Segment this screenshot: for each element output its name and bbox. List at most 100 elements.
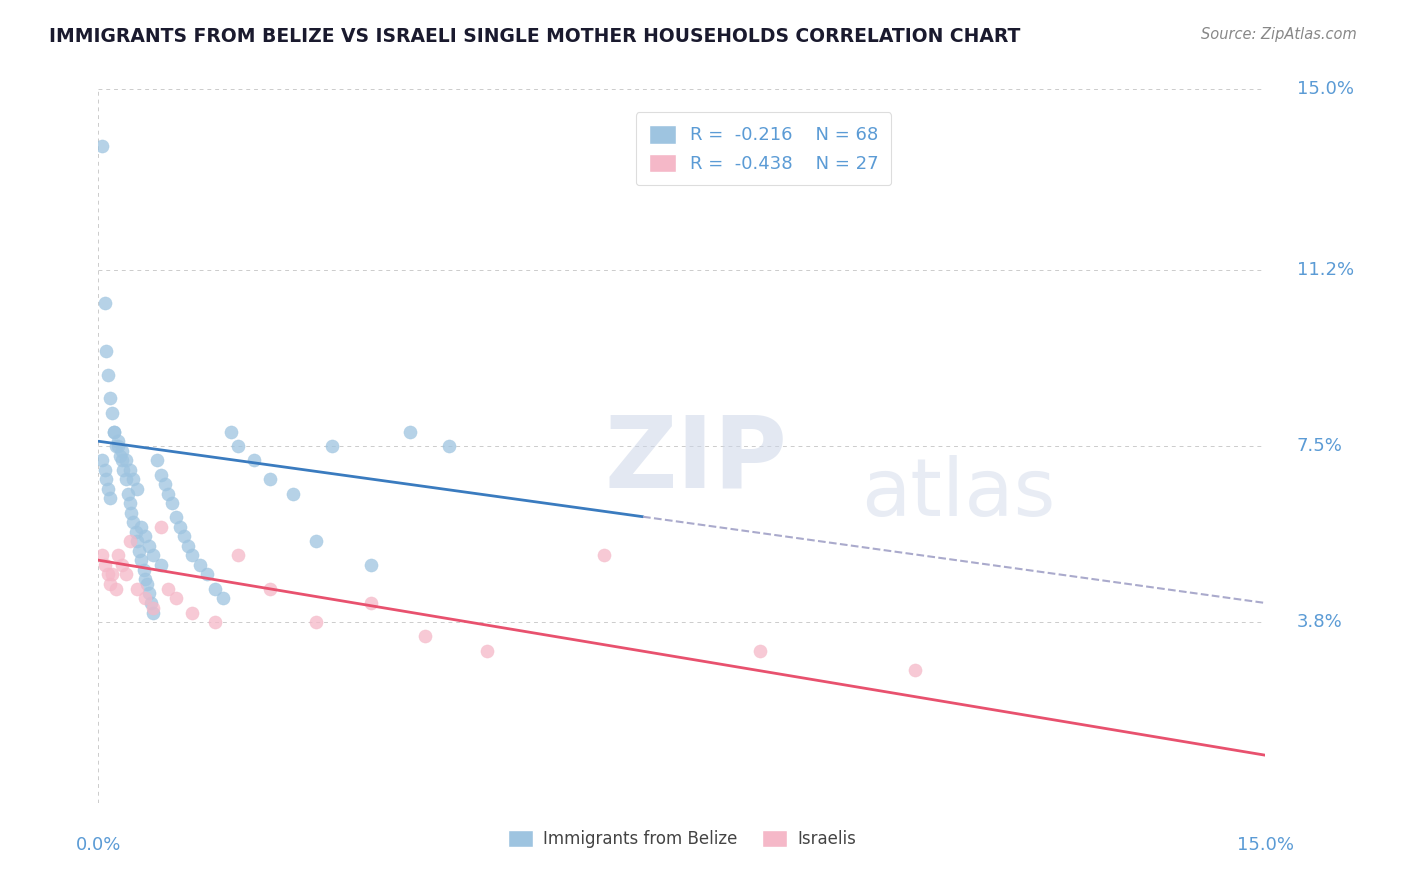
Point [127, 534, 149, 549]
Point [107, 434, 129, 449]
Point [142, 549, 165, 563]
Point [127, 482, 149, 496]
Point [114, 453, 136, 467]
Point [122, 515, 145, 529]
Point [98, 392, 121, 406]
Point [204, 615, 226, 629]
Legend: Immigrants from Belize, Israelis: Immigrants from Belize, Israelis [501, 823, 863, 855]
Point [134, 591, 156, 606]
Point [281, 486, 304, 500]
Point [118, 496, 141, 510]
Point [477, 643, 499, 657]
Point [398, 425, 420, 439]
Point [97, 368, 120, 382]
Point [127, 582, 149, 596]
Point [204, 582, 226, 596]
Point [96, 472, 118, 486]
Point [118, 463, 141, 477]
Text: 0.0%: 0.0% [76, 836, 121, 855]
Text: IMMIGRANTS FROM BELIZE VS ISRAELI SINGLE MOTHER HOUSEHOLDS CORRELATION CHART: IMMIGRANTS FROM BELIZE VS ISRAELI SINGLE… [49, 27, 1021, 45]
Point [141, 596, 163, 610]
Point [111, 443, 134, 458]
Point [305, 615, 328, 629]
Point [107, 439, 129, 453]
Point [91, 549, 114, 563]
Point [413, 629, 436, 643]
Point [138, 539, 160, 553]
Point [134, 572, 156, 586]
Point [437, 439, 460, 453]
Point [180, 606, 202, 620]
Point [243, 453, 266, 467]
Point [142, 606, 165, 620]
Point [259, 582, 281, 596]
Point [96, 343, 118, 358]
Point [904, 663, 927, 677]
Point [149, 467, 172, 482]
Point [177, 539, 200, 553]
Point [98, 491, 121, 506]
Point [149, 520, 172, 534]
Point [165, 591, 187, 606]
Point [97, 482, 120, 496]
Point [114, 472, 136, 486]
Point [212, 591, 235, 606]
Point [104, 582, 127, 596]
Point [305, 534, 328, 549]
Point [228, 549, 250, 563]
Point [228, 439, 250, 453]
Point [103, 425, 125, 439]
Point [132, 563, 155, 577]
Point [162, 496, 184, 510]
Point [360, 596, 382, 610]
Point [117, 486, 139, 500]
Point [169, 520, 191, 534]
Point [157, 582, 180, 596]
Point [173, 529, 195, 543]
Point [219, 425, 242, 439]
Point [93, 463, 115, 477]
Text: atlas: atlas [860, 455, 1056, 533]
Point [128, 543, 150, 558]
Point [97, 567, 120, 582]
Point [91, 139, 114, 153]
Point [142, 600, 165, 615]
Point [111, 558, 134, 572]
Point [125, 524, 148, 539]
Point [108, 449, 131, 463]
Point [111, 453, 134, 467]
Point [114, 567, 136, 582]
Point [107, 549, 129, 563]
Point [165, 510, 187, 524]
Point [122, 472, 145, 486]
Point [153, 477, 176, 491]
Text: Source: ZipAtlas.com: Source: ZipAtlas.com [1201, 27, 1357, 42]
Text: 15.0%: 15.0% [1237, 836, 1294, 855]
Point [129, 520, 152, 534]
Point [157, 486, 180, 500]
Point [118, 534, 141, 549]
Text: 7.5%: 7.5% [1296, 437, 1343, 455]
Point [135, 577, 157, 591]
Point [101, 406, 124, 420]
Point [149, 558, 172, 572]
Point [195, 567, 218, 582]
Point [93, 558, 115, 572]
Point [103, 425, 125, 439]
Point [180, 549, 202, 563]
Point [593, 549, 616, 563]
Point [259, 472, 281, 486]
Point [360, 558, 382, 572]
Point [138, 586, 160, 600]
Point [134, 529, 156, 543]
Point [93, 296, 115, 310]
Point [188, 558, 211, 572]
Text: 11.2%: 11.2% [1296, 261, 1354, 279]
Point [98, 577, 121, 591]
Point [112, 463, 135, 477]
Point [146, 453, 169, 467]
Text: ZIP: ZIP [605, 412, 787, 508]
Point [101, 567, 124, 582]
Point [321, 439, 343, 453]
Point [91, 453, 114, 467]
